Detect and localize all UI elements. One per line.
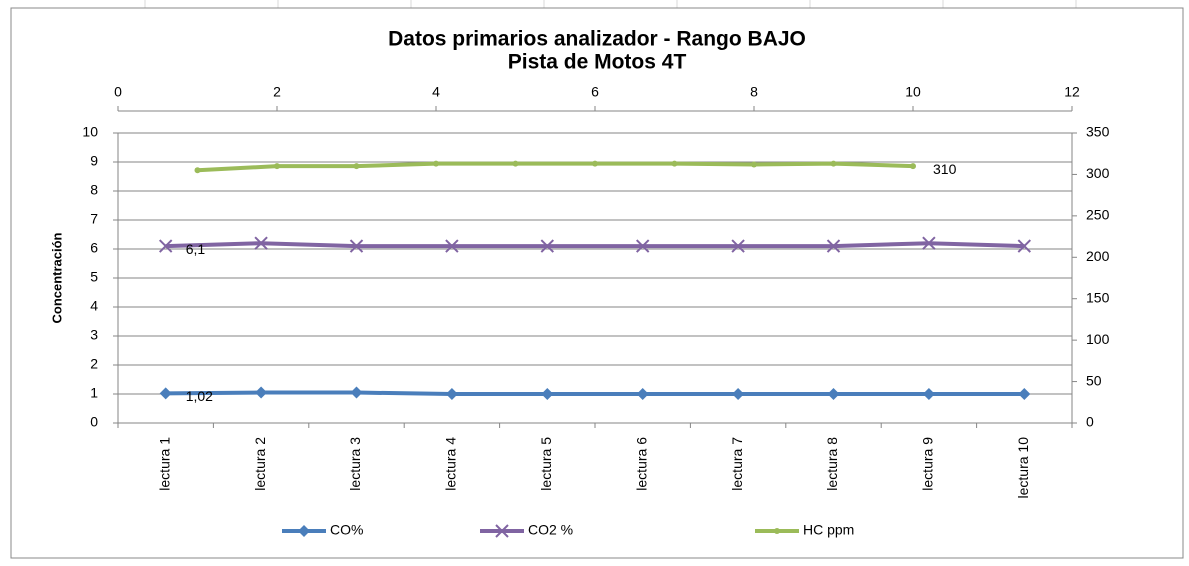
y-tick-label: 0 — [90, 414, 98, 430]
legend-label: HC ppm — [803, 522, 854, 538]
marker — [922, 388, 935, 400]
legend-label: CO2 % — [528, 522, 573, 538]
x-tick-label: lectura 1 — [156, 437, 172, 491]
marker — [830, 160, 837, 167]
marker — [922, 236, 936, 250]
marker — [1018, 388, 1031, 400]
marker — [592, 160, 598, 167]
marker — [445, 388, 458, 400]
marker — [274, 163, 280, 170]
legend-label: CO% — [330, 522, 363, 538]
x2-tick-label: 8 — [750, 84, 758, 100]
marker — [732, 388, 745, 400]
y-tick-label: 1 — [90, 385, 98, 401]
data-label: 1,02 — [186, 388, 213, 404]
marker — [353, 163, 360, 170]
y-tick-label: 8 — [90, 182, 98, 198]
x2-tick-label: 2 — [273, 84, 281, 100]
y2-tick-label: 150 — [1086, 289, 1110, 305]
x-tick-label: lectura 4 — [443, 437, 459, 491]
legend-marker — [495, 524, 509, 538]
x2-tick-label: 0 — [114, 84, 122, 100]
marker — [512, 160, 519, 167]
marker — [540, 239, 555, 253]
marker — [827, 388, 840, 400]
x2-tick-label: 6 — [591, 84, 599, 100]
series-line — [165, 241, 1025, 249]
x-tick-label: lectura 10 — [1015, 437, 1031, 499]
chart-area — [10, 7, 1184, 559]
y-tick-label: 7 — [90, 211, 98, 227]
x2-tick-label: 12 — [1064, 84, 1080, 100]
x2-tick-label: 10 — [905, 84, 921, 100]
y2-tick-label: 200 — [1086, 248, 1110, 264]
marker — [349, 239, 364, 253]
y2-tick-label: 300 — [1086, 165, 1110, 181]
marker — [158, 239, 173, 253]
marker — [636, 388, 649, 400]
y-tick-label: 9 — [90, 153, 98, 169]
marker — [255, 386, 268, 399]
y-axis-label: Concentración — [49, 232, 64, 323]
marker — [751, 161, 757, 168]
x-tick-label: lectura 5 — [538, 437, 554, 491]
x-tick-label: lectura 3 — [347, 437, 363, 491]
y2-tick-label: 100 — [1086, 331, 1110, 347]
chart-title: Datos primarios analizador - Rango BAJO — [388, 28, 806, 51]
marker — [731, 239, 745, 253]
legend-marker — [298, 525, 310, 537]
y-tick-label: 2 — [90, 356, 98, 372]
legend-marker — [774, 528, 780, 534]
marker — [350, 386, 363, 399]
marker — [910, 163, 916, 170]
x-tick-label: lectura 6 — [633, 437, 649, 491]
chart-subtitle: Pista de Motos 4T — [508, 51, 687, 74]
series-line — [165, 390, 1025, 396]
marker — [159, 387, 172, 400]
x2-tick-label: 4 — [432, 84, 440, 100]
x-tick-label: lectura 9 — [920, 437, 936, 491]
marker — [445, 239, 459, 253]
data-label: 6,1 — [186, 241, 206, 257]
marker — [826, 239, 841, 253]
marker — [433, 160, 439, 167]
marker — [194, 167, 201, 174]
y2-tick-label: 250 — [1086, 207, 1110, 223]
y-tick-label: 4 — [90, 298, 98, 314]
marker — [635, 239, 650, 253]
x-tick-label: lectura 7 — [729, 437, 745, 491]
x-tick-label: lectura 2 — [252, 437, 268, 491]
marker — [671, 160, 678, 167]
marker — [541, 388, 554, 400]
series-line — [197, 161, 914, 173]
y-tick-label: 10 — [82, 124, 98, 140]
y2-tick-label: 50 — [1086, 372, 1102, 388]
marker — [254, 236, 268, 250]
x-tick-label: lectura 8 — [824, 437, 840, 491]
marker — [1017, 239, 1032, 253]
y2-tick-label: 0 — [1086, 414, 1094, 430]
y-tick-label: 5 — [90, 269, 98, 285]
sheet-grid — [144, 0, 1077, 8]
y2-tick-label: 350 — [1086, 124, 1110, 140]
y-tick-label: 6 — [90, 240, 98, 256]
y-tick-label: 3 — [90, 327, 98, 343]
data-label: 310 — [933, 161, 957, 177]
